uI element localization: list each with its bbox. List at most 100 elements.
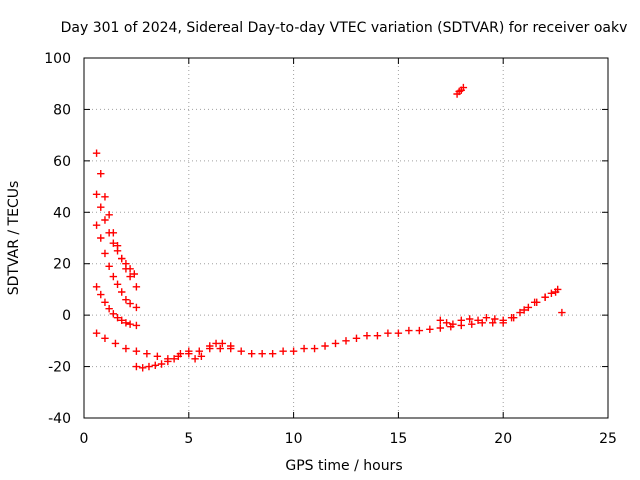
data-point	[92, 221, 101, 229]
data-point	[157, 360, 166, 368]
data-point	[524, 303, 533, 312]
data-point	[170, 355, 178, 363]
data-point	[533, 298, 541, 306]
data-point	[143, 350, 151, 358]
data-point	[111, 339, 120, 348]
data-point	[442, 319, 451, 327]
data-point	[465, 315, 474, 323]
data-point	[191, 355, 199, 363]
data-point	[352, 334, 361, 342]
data-point	[384, 329, 392, 337]
x-tick-label: 20	[494, 431, 512, 447]
data-point	[176, 350, 185, 358]
data-point	[206, 342, 214, 350]
data-point	[132, 283, 141, 291]
data-point	[482, 314, 491, 322]
data-point	[113, 247, 122, 255]
data-point	[321, 342, 329, 350]
data-point	[101, 216, 109, 224]
data-point	[195, 347, 203, 355]
y-tick-label: 20	[53, 257, 71, 273]
data-point	[558, 308, 566, 317]
data-point	[92, 190, 101, 198]
data-point	[109, 239, 118, 247]
data-point	[122, 344, 130, 353]
y-tick-label: -40	[48, 411, 71, 427]
data-point	[185, 347, 193, 355]
y-tick-label: 80	[53, 102, 71, 118]
data-point	[405, 326, 413, 335]
data-point	[145, 362, 153, 371]
series-outlier	[558, 308, 566, 317]
data-point	[164, 357, 172, 366]
data-point	[118, 288, 126, 296]
data-point	[553, 285, 562, 294]
data-point	[268, 350, 277, 358]
data-point	[426, 325, 434, 333]
data-point	[118, 316, 126, 324]
data-point	[457, 316, 465, 324]
data-point	[300, 344, 308, 353]
data-point	[118, 254, 126, 263]
y-tick-label: 60	[53, 154, 71, 170]
data-point	[373, 332, 382, 340]
data-point	[153, 352, 162, 360]
data-point	[247, 350, 256, 358]
data-point	[105, 305, 113, 313]
series-arc-mid	[92, 221, 141, 312]
data-point	[520, 306, 528, 314]
data-point	[113, 280, 122, 288]
series-isolated	[453, 83, 468, 98]
data-point	[310, 344, 319, 353]
data-point	[122, 319, 130, 327]
plot-frame	[83, 57, 609, 419]
data-point	[101, 334, 109, 342]
x-axis-label: GPS time / hours	[285, 458, 402, 474]
data-point	[92, 329, 101, 337]
data-point	[212, 339, 220, 348]
series-arc-low	[92, 283, 141, 330]
data-point	[499, 316, 507, 324]
data-point	[109, 272, 118, 281]
data-point	[415, 326, 424, 335]
data-point	[101, 193, 109, 201]
data-point	[105, 229, 113, 237]
data-point	[138, 364, 147, 372]
x-tick-label: 15	[389, 431, 407, 447]
data-points	[92, 83, 566, 372]
x-tick-label: 10	[285, 431, 303, 447]
data-point	[474, 316, 482, 324]
data-point	[130, 270, 139, 278]
y-tick-labels: -40 -20 0 20 40 60 80 100	[44, 51, 71, 427]
data-point	[478, 319, 486, 327]
data-point	[113, 314, 122, 322]
data-point	[132, 321, 141, 330]
data-point	[363, 332, 371, 340]
data-point	[547, 289, 556, 297]
y-tick-label: 0	[62, 308, 71, 324]
data-point	[516, 308, 524, 317]
data-point	[101, 249, 109, 258]
data-point	[216, 344, 224, 353]
data-point	[109, 310, 118, 318]
data-point	[122, 260, 130, 268]
data-point	[97, 290, 105, 299]
y-tick-label: -20	[48, 360, 71, 376]
data-point	[449, 320, 457, 328]
data-point	[92, 149, 101, 157]
data-point	[237, 347, 245, 355]
x-tick-labels: 0 5 10 15 20 25	[80, 431, 617, 447]
data-point	[101, 298, 109, 306]
data-point	[459, 83, 468, 92]
data-point	[197, 352, 206, 360]
data-point	[126, 299, 134, 308]
data-point	[105, 211, 113, 219]
data-point	[258, 350, 266, 358]
y-axis-label: SDTVAR / TECUs	[6, 181, 22, 296]
data-point	[491, 315, 499, 323]
data-point	[105, 262, 113, 270]
data-point	[394, 329, 403, 337]
series-lower-scatter	[132, 339, 235, 372]
data-point	[289, 347, 298, 355]
data-point	[436, 316, 445, 324]
